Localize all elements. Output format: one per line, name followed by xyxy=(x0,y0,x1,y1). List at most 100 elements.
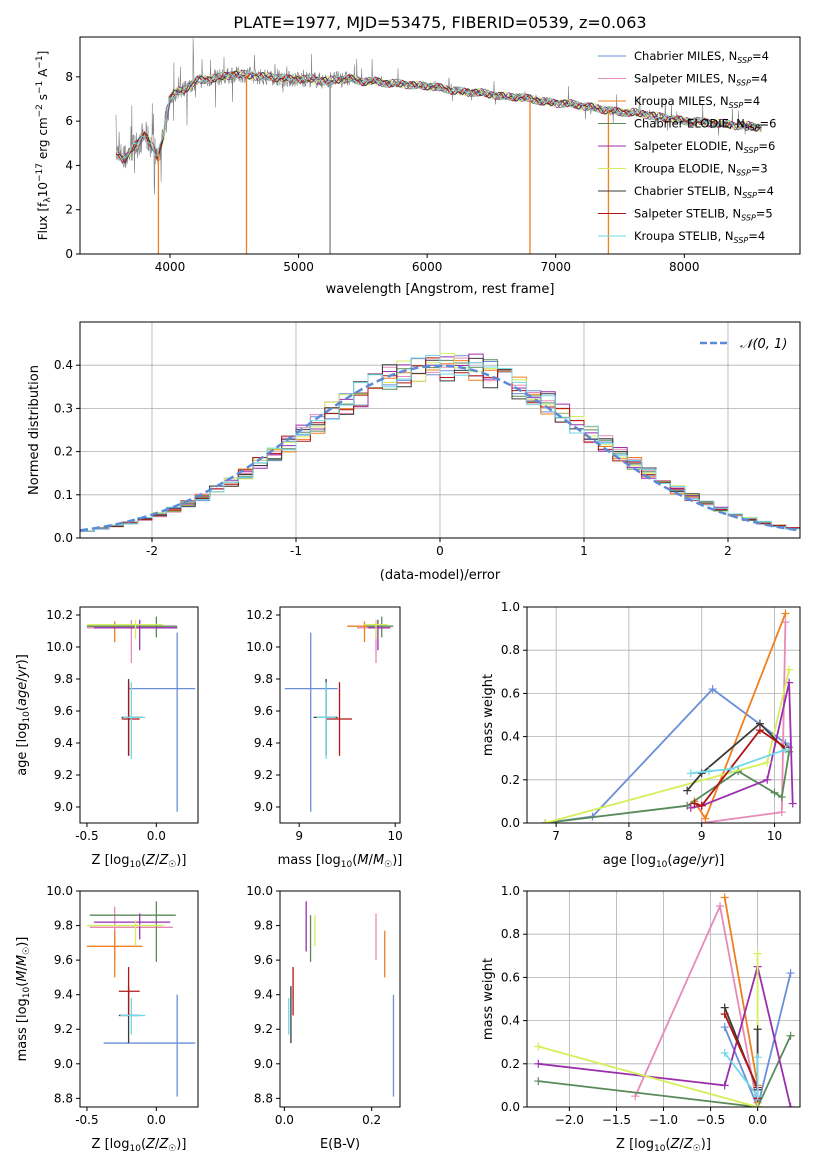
y-tick-label: 9.4 xyxy=(54,736,73,750)
point-marker xyxy=(788,799,797,808)
x-tick-label: 9 xyxy=(295,829,303,843)
errorbar-kroupa-stelib xyxy=(316,682,336,759)
point-marker xyxy=(534,1059,543,1068)
y-tick-label: 1.0 xyxy=(501,600,520,614)
plot-area xyxy=(86,901,196,1097)
y-tick-label: 9.6 xyxy=(254,953,273,967)
y-tick-label: 0.4 xyxy=(501,1014,520,1028)
x-axis-label: Z [log10(Z/Z☉)] xyxy=(92,853,187,870)
point-marker xyxy=(697,769,706,778)
x-tick-label: -2 xyxy=(146,544,158,558)
point-marker xyxy=(697,801,706,810)
y-tick-label: 0.2 xyxy=(54,445,73,459)
x-axis-label: mass [log10(M/M☉)] xyxy=(278,853,403,870)
series-line xyxy=(538,953,759,1107)
point-marker xyxy=(541,819,550,823)
y-tick-label: 9.0 xyxy=(54,800,73,814)
panel-spectrum: 4000 5000 6000 7000 8000 0 2 4 6 8 wavelength [Ang… xyxy=(35,36,801,297)
series-line xyxy=(544,669,790,823)
x-axis-label: Z [log10(Z/Z☉)] xyxy=(616,1137,711,1154)
x-tick-label: 1 xyxy=(580,544,588,558)
y-tick-label: 10.0 xyxy=(246,640,273,654)
x-tick-label: 7 xyxy=(552,829,560,843)
x-tick-label: −2.0 xyxy=(555,1113,584,1127)
errorbar-kroupa-elodie xyxy=(364,619,388,639)
y-tick-label: 1.0 xyxy=(501,884,520,898)
point-marker xyxy=(720,1023,729,1032)
y-tick-label: 8.8 xyxy=(54,1091,73,1105)
series-salpeter-elodie xyxy=(534,962,795,1107)
y-tick-label: 0.4 xyxy=(54,358,73,372)
axes-frame xyxy=(79,890,199,1108)
y-tick-label: 9.8 xyxy=(54,672,73,686)
point-marker xyxy=(786,969,795,978)
y-tick-label: 2 xyxy=(65,203,73,217)
x-axis-label: (data-model)/error xyxy=(380,568,501,583)
series-kroupa-stelib xyxy=(720,1049,762,1101)
point-marker xyxy=(720,1049,729,1057)
point-marker xyxy=(726,765,735,773)
plot-area xyxy=(80,352,800,532)
y-tick-label: 0.6 xyxy=(501,970,520,984)
y-tick-label: 9.2 xyxy=(254,1022,273,1036)
point-marker xyxy=(534,1042,543,1051)
legend: 𝒩(0, 1) xyxy=(700,337,787,352)
x-axis-label: age [log10(age/yr)] xyxy=(603,853,725,870)
errorbar-chabrier-miles xyxy=(284,632,338,812)
y-tick-label: 0.2 xyxy=(501,773,520,787)
y-tick-label: 9.4 xyxy=(254,988,273,1002)
axes-frame xyxy=(526,606,801,824)
y-tick-label: 10.0 xyxy=(246,884,273,898)
axes-frame xyxy=(279,890,401,1108)
x-tick-label: 0.0 xyxy=(748,1113,767,1127)
x-tick-label: 6000 xyxy=(412,260,443,274)
legend-label: Kroupa MILES, NSSP=4 xyxy=(634,94,760,110)
legend-label: 𝒩(0, 1) xyxy=(740,337,787,352)
panel-mass-vs-ebv: 0.0 0.2 8.8 9.0 9.2 9.4 9.6 9.8 10.0 E(B-V) xyxy=(246,884,401,1152)
y-tick-label: 0.2 xyxy=(501,1057,520,1071)
panel-age-vs-mass: 9 10 9.0 9.2 9.4 9.6 9.8 10.0 10.2 mass [log10(M/… xyxy=(246,606,403,870)
x-tick-label: 7000 xyxy=(540,260,571,274)
point-marker xyxy=(720,1010,729,1019)
legend-label: Chabrier MILES, NSSP=4 xyxy=(634,49,769,65)
x-tick-label: 0 xyxy=(436,544,444,558)
x-tick-label: 2 xyxy=(724,544,732,558)
legend-label: Kroupa ELODIE, NSSP=3 xyxy=(634,162,768,178)
point-marker xyxy=(777,793,786,802)
y-tick-label: 9.8 xyxy=(54,919,73,933)
y-tick-label: 6 xyxy=(65,114,73,128)
x-tick-label: 4000 xyxy=(155,260,186,274)
point-marker xyxy=(534,1077,543,1086)
errorbar-salpeter-elodie xyxy=(93,913,171,940)
y-tick-label: 9.4 xyxy=(54,988,73,1002)
point-marker xyxy=(753,949,762,958)
x-tick-label: -1 xyxy=(290,544,302,558)
point-marker xyxy=(753,1025,762,1034)
point-marker xyxy=(715,902,724,911)
legend-label: Salpeter ELODIE, NSSP=6 xyxy=(634,139,775,155)
errorbar-chabrier-miles xyxy=(128,632,196,812)
point-marker xyxy=(683,786,692,795)
series-kroupa-stelib xyxy=(686,745,790,778)
chart-panels: 4000 5000 6000 7000 8000 0 2 4 6 8 wavelength [Ang… xyxy=(15,36,801,1154)
x-tick-label: −1.5 xyxy=(602,1113,631,1127)
errorbar-chabrier-elodie xyxy=(89,901,176,962)
errorbar-kroupa-miles xyxy=(86,930,143,978)
y-tick-label: 8.8 xyxy=(254,1091,273,1105)
legend-label: Chabrier ELODIE, NSSP=6 xyxy=(634,117,776,133)
y-axis-label: mass weight xyxy=(481,958,496,1040)
y-tick-label: 0.0 xyxy=(54,531,73,545)
x-axis-label: wavelength [Angstrom, rest frame] xyxy=(326,282,555,297)
x-tick-label: 10 xyxy=(767,829,782,843)
panel-mass-weight-vs-Z: −2.0 −1.5 −1.0 −0.5 0.0 0.0 0.2 0.4 0.6 0.8 1.0 mas… xyxy=(481,884,801,1154)
y-tick-label: 4 xyxy=(65,158,73,172)
y-tick-label: 0.0 xyxy=(501,816,520,830)
axes-frame xyxy=(279,606,401,824)
y-tick-label: 10.2 xyxy=(246,608,273,622)
point-marker xyxy=(786,1103,795,1107)
point-marker xyxy=(753,1103,762,1107)
x-tick-label: 9 xyxy=(698,829,706,843)
y-tick-label: 0.8 xyxy=(501,927,520,941)
point-marker xyxy=(697,819,706,823)
y-tick-label: 9.2 xyxy=(54,1022,73,1036)
